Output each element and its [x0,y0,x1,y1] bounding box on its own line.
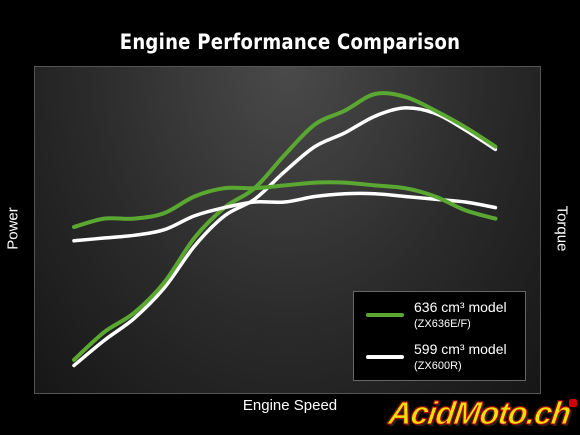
legend-sublabel-636: (ZX636E/F) [414,318,471,330]
legend-swatch-599 [366,355,404,359]
series-line-torque-636 [72,180,498,229]
legend-item-636: 636 cm³ model (ZX636E/F) [354,298,525,338]
legend: 636 cm³ model (ZX636E/F) 599 cm³ model (… [353,291,526,381]
legend-label-636: 636 cm³ model [414,299,507,315]
series-line-power-636 [72,91,498,362]
watermark-logo: AcidMoto.ch [386,395,573,432]
legend-label-599: 599 cm³ model [414,341,507,357]
watermark-badge-icon [569,399,577,407]
legend-sublabel-599: (ZX600R) [414,360,462,372]
series-line-power-599 [72,106,498,368]
y-axis-right-label: Torque [553,205,571,252]
y-axis-left-label: Power [4,207,22,250]
chart-title: Engine Performance Comparison [119,30,461,54]
legend-swatch-636 [366,313,404,317]
watermark-acid: Acid [386,395,457,432]
series-line-torque-599 [72,191,498,243]
chart-svg [72,91,498,368]
watermark-ch: .ch [524,395,573,432]
legend-item-599: 599 cm³ model (ZX600R) [354,340,525,380]
x-axis-label: Engine Speed [242,397,338,414]
watermark-moto: Moto [451,395,530,432]
